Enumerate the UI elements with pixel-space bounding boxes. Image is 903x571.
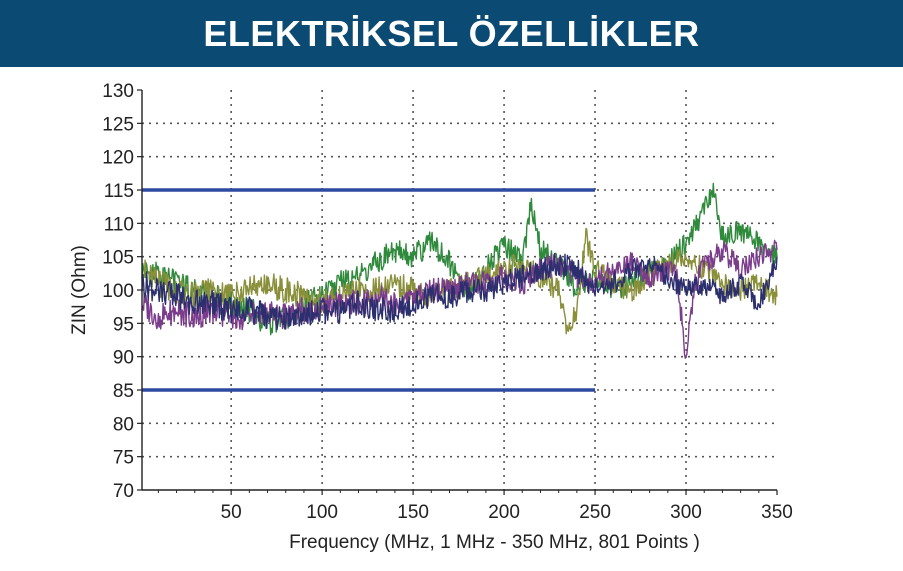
y-tick-label: 120: [102, 148, 134, 169]
x-tick-label: 50: [221, 502, 242, 523]
y-tick-label: 75: [113, 448, 134, 469]
x-tick-label: 100: [306, 502, 338, 523]
x-axis-label: Frequency (MHz, 1 MHz - 350 MHz, 801 Poi…: [289, 532, 700, 553]
y-tick-label: 115: [104, 181, 134, 202]
page-title: ELEKTRİKSEL ÖZELLİKLER: [203, 12, 700, 54]
y-tick-label: 80: [113, 414, 134, 435]
y-tick-label: 110: [104, 214, 134, 235]
y-axis-label: ZIN (Ohm): [69, 245, 90, 335]
x-tick-label: 250: [579, 502, 611, 523]
series-line: [141, 252, 778, 331]
x-tick-label: 350: [761, 502, 793, 523]
header-banner: ELEKTRİKSEL ÖZELLİKLER: [0, 0, 903, 67]
y-tick-label: 90: [113, 348, 134, 369]
y-tick-label: 125: [102, 114, 134, 135]
x-tick-label: 300: [670, 502, 702, 523]
y-tick-label: 95: [113, 314, 134, 335]
y-tick-label: 70: [113, 481, 134, 502]
y-tick-label: 85: [113, 381, 134, 402]
y-tick-label: 105: [102, 248, 134, 269]
x-tick-label: 200: [488, 502, 520, 523]
y-tick-label: 100: [102, 281, 134, 302]
x-tick-label: 150: [397, 502, 429, 523]
y-tick-label: 130: [102, 81, 134, 102]
